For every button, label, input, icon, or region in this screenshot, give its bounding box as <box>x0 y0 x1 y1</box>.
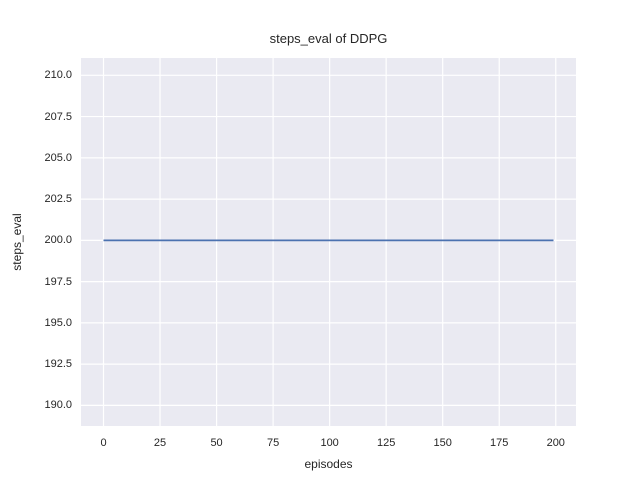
plot-area <box>81 58 576 426</box>
y-tick-label: 192.5 <box>44 358 72 371</box>
y-tick-label: 197.5 <box>44 275 72 288</box>
x-axis-label: episodes <box>304 457 353 471</box>
plot-canvas <box>81 58 576 426</box>
y-tick-label: 207.5 <box>44 110 72 123</box>
x-tick-label: 75 <box>266 437 280 449</box>
x-tick-label: 25 <box>153 437 167 449</box>
x-tick-label: 0 <box>100 437 107 449</box>
y-tick-label: 202.5 <box>44 193 72 206</box>
x-tick-label: 125 <box>376 437 396 449</box>
x-tick-label: 175 <box>490 437 509 449</box>
x-tick-label: 150 <box>433 437 452 449</box>
x-tick-label: 200 <box>546 437 565 449</box>
x-tick-label: 100 <box>320 437 339 449</box>
y-tick-label: 210.0 <box>44 69 72 82</box>
x-tick-label: 50 <box>210 437 223 449</box>
y-tick-label: 200.0 <box>44 234 72 247</box>
y-tick-label: 195.0 <box>44 316 72 329</box>
y-tick-label: 190.0 <box>44 399 72 412</box>
y-tick-label: 205.0 <box>44 151 72 164</box>
chart-title: steps_eval of DDPG <box>269 31 388 46</box>
